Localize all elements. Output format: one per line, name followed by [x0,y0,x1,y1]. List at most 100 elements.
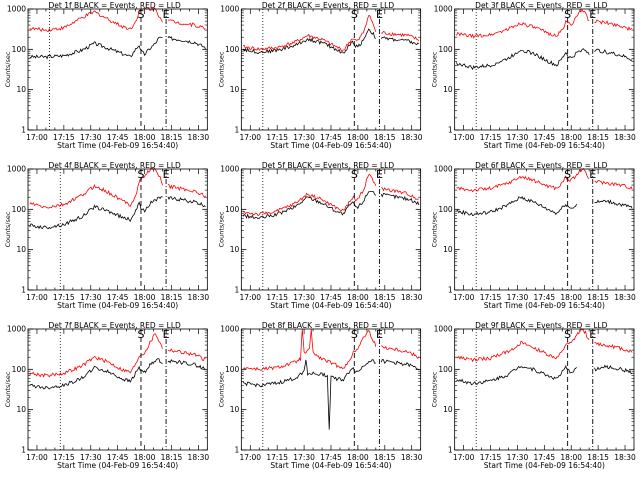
x-tick-label: 18:15 [374,453,396,462]
panel-title: Det 1f BLACK = Events, RED = LLD [49,1,182,10]
y-tick-label: 100 [225,365,240,374]
x-tick-label: 17:00 [26,453,48,462]
series-lld-line [242,328,420,371]
y-axis-label: Counts/sec [217,211,225,247]
x-tick-label: 18:15 [587,453,609,462]
y-axis-label: Counts/sec [431,51,439,87]
x-tick-label: 17:15 [53,293,75,302]
panel-title: Det 2f BLACK = Events, RED = LLD [262,1,395,10]
x-tick-label: 18:00 [347,453,369,462]
y-tick-label: 10 [443,405,453,414]
x-axis-label: Start Time (04-Feb-09 16:54:40) [484,301,605,310]
x-tick-label: 17:15 [266,133,288,142]
panel-title: Det 3f BLACK = Events, RED = LLD [475,1,608,10]
y-tick-label: 1 [21,446,26,455]
x-tick-label: 17:15 [53,453,75,462]
y-tick-label: 100 [12,45,27,54]
x-tick-label: 18:00 [134,453,156,462]
plot-frame [454,328,635,451]
series-lld-line [243,15,420,52]
series-events-line [29,358,206,390]
x-tick-label: 17:45 [320,453,342,462]
y-tick-label: 10 [443,245,453,254]
x-tick-label: 18:15 [161,133,183,142]
y-tick-label: 1000 [7,165,26,174]
y-tick-label: 100 [225,45,240,54]
marker-s-label: S [351,8,358,21]
y-tick-label: 100 [438,45,453,54]
x-tick-label: 17:00 [453,453,475,462]
marker-s-label: S [137,8,144,21]
y-tick-label: 100 [438,205,453,214]
plot-frame [240,328,422,451]
plot-frame [27,8,208,131]
series-lld-line [242,174,420,217]
x-axis-label: Start Time (04-Feb-09 16:54:40) [484,461,605,470]
y-tick-label: 10 [230,85,240,94]
x-tick-label: 17:45 [107,293,129,302]
y-tick-label: 10 [16,245,26,254]
x-tick-label: 17:30 [80,133,102,142]
plot-frame [454,8,635,131]
series-events-line [242,191,420,220]
y-tick-label: 1 [448,446,453,455]
x-tick-label: 18:30 [401,453,423,462]
x-tick-label: 17:30 [293,133,315,142]
x-axis-label: Start Time (04-Feb-09 16:54:40) [270,301,391,310]
y-axis-label: Counts/sec [431,371,439,407]
marker-e-label: E [163,8,170,21]
series-lld-line [29,333,206,378]
x-tick-label: 17:45 [107,133,129,142]
x-tick-label: 17:00 [453,293,475,302]
x-tick-label: 18:30 [188,293,210,302]
x-tick-label: 17:30 [507,133,529,142]
x-tick-label: 17:30 [293,453,315,462]
x-tick-label: 18:15 [161,453,183,462]
y-tick-label: 1000 [220,325,239,334]
marker-e-label: E [589,8,596,21]
series-events-line [456,196,633,216]
y-tick-label: 100 [12,365,27,374]
x-tick-label: 18:00 [134,133,156,142]
y-axis-label: Counts/sec [217,371,225,407]
marker-e-label: E [589,168,596,181]
x-axis-label: Start Time (04-Feb-09 16:54:40) [57,301,178,310]
x-tick-label: 17:00 [239,293,261,302]
marker-s-label: S [351,168,358,181]
y-tick-label: 10 [443,85,453,94]
marker-s-label: S [564,328,571,341]
x-tick-label: 17:00 [453,133,475,142]
marker-s-label: S [137,328,144,341]
x-tick-label: 17:30 [507,453,529,462]
panel-title: Det 8f BLACK = Events, RED = LLD [262,321,395,330]
y-axis-label: Counts/sec [217,51,225,87]
y-axis-label: Counts/sec [431,211,439,247]
x-tick-label: 18:00 [560,133,582,142]
x-tick-label: 18:15 [161,293,183,302]
y-tick-label: 1 [235,286,240,295]
panel-title: Det 5f BLACK = Events, RED = LLD [262,161,395,170]
x-tick-label: 17:45 [534,133,556,142]
x-axis-label: Start Time (04-Feb-09 16:54:40) [484,141,605,150]
y-tick-label: 10 [16,85,26,94]
x-tick-label: 18:15 [587,293,609,302]
x-tick-label: 17:45 [534,453,556,462]
y-axis-label: Counts/sec [4,51,12,87]
marker-s-label: S [137,168,144,181]
x-tick-label: 17:15 [266,453,288,462]
x-tick-label: 18:00 [560,293,582,302]
x-tick-label: 17:15 [480,453,502,462]
x-tick-label: 18:15 [587,133,609,142]
x-tick-label: 17:45 [320,293,342,302]
x-tick-label: 17:45 [534,293,556,302]
x-axis-label: Start Time (04-Feb-09 16:54:40) [270,141,391,150]
marker-e-label: E [376,8,383,21]
x-tick-label: 18:30 [614,133,636,142]
series-events-line [29,196,206,230]
series-lld-line [456,168,633,193]
marker-s-label: S [564,8,571,21]
